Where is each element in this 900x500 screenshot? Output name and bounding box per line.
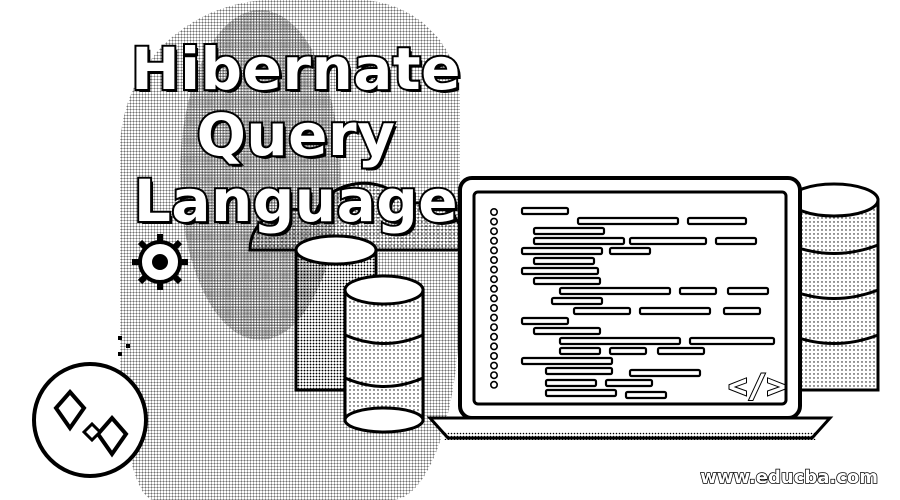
code-line-bar [628,236,708,246]
code-line-bar [656,346,706,356]
sparkle-dots [118,336,130,356]
line-marker [489,351,498,360]
code-line-bar [714,236,758,246]
line-marker [489,236,498,245]
line-marker [489,332,498,341]
line-marker [489,342,498,351]
code-line-bar [678,286,718,296]
line-marker [489,227,498,236]
line-marker [489,217,498,226]
line-marker [489,380,498,389]
watermark-url: www.educba.com [699,466,878,489]
line-marker [489,284,498,293]
code-line-bar [558,336,682,346]
code-line-bar [532,326,602,336]
line-marker [489,246,498,255]
code-line-bar [604,378,654,388]
code-line-bar [726,286,770,296]
line-marker [489,255,498,264]
line-marker [489,208,498,217]
line-marker [489,275,498,284]
code-line-bar [624,390,668,400]
code-line-bar [608,346,648,356]
line-marker [489,303,498,312]
code-line-bar [558,346,602,356]
code-line-bar [520,266,600,276]
code-line-bar [576,216,680,226]
line-marker [489,265,498,274]
code-line-bar [520,206,570,216]
code-line-bar [722,306,762,316]
code-line-bar [572,306,632,316]
code-line-bar [544,378,598,388]
code-line-bar [544,366,614,376]
diamond-cubes-logo [32,362,148,478]
code-line-bar [532,256,596,266]
code-line-bar [544,388,618,398]
code-line-bar [520,246,604,256]
line-marker [489,323,498,332]
code-line-bar [558,286,672,296]
code-line-bar [520,356,614,366]
database-stack-icon [788,182,880,392]
page-title: Hibernate Query Language [36,34,556,236]
code-line-bar [520,316,570,326]
code-line-bar [686,216,748,226]
code-line-bar [628,368,702,378]
line-marker [489,294,498,303]
code-lines [520,206,776,400]
line-marker [489,361,498,370]
line-marker [489,313,498,322]
title-line-2: Language [132,166,460,236]
code-line-bar [608,246,652,256]
title-line-1: Hibernate Query [129,34,462,170]
code-line-bar [638,306,712,316]
code-brackets-icon: </> [727,366,787,406]
cloud-icon [248,181,465,252]
code-line-bar [532,276,602,286]
database-icon [343,274,425,434]
line-markers [489,208,498,389]
code-line-bar [532,236,626,246]
code-line-bar [532,226,606,236]
code-line-bar [688,336,776,346]
gear-icon [132,234,188,290]
code-line-bar [550,296,604,306]
line-marker [489,371,498,380]
